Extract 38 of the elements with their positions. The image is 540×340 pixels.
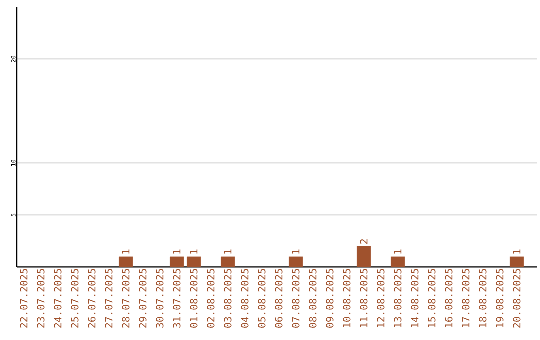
data-label: 1 (173, 250, 181, 254)
x-tick-label: 11.08.2025 (360, 269, 368, 328)
x-tick-label: 26.07.2025 (88, 269, 96, 328)
x-tick-label: 14.08.2025 (411, 269, 419, 328)
data-label: 1 (292, 250, 300, 254)
x-tick-label: 03.08.2025 (224, 269, 232, 328)
x-tick-label: 20.08.2025 (513, 269, 521, 328)
x-tick-label: 15.08.2025 (428, 269, 436, 328)
x-tick-label: 30.07.2025 (156, 269, 164, 328)
x-tick-label: 06.08.2025 (275, 269, 283, 328)
x-tick-label: 12.08.2025 (377, 269, 385, 328)
x-tick-label: 08.08.2025 (309, 269, 317, 328)
data-label: 2 (360, 240, 368, 244)
data-label: 1 (224, 250, 232, 254)
x-tick-label: 31.07.2025 (173, 269, 181, 328)
x-tick-label: 05.08.2025 (258, 269, 266, 328)
data-label: 1 (122, 250, 130, 254)
x-tick-label: 27.07.2025 (105, 269, 113, 328)
x-tick-label: 09.08.2025 (326, 269, 334, 328)
x-tick-label: 16.08.2025 (445, 269, 453, 328)
x-tick-label: 28.07.2025 (122, 269, 130, 328)
x-tick-label: 02.08.2025 (207, 269, 215, 328)
x-tick-label: 13.08.2025 (394, 269, 402, 328)
x-tick-label: 10.08.2025 (343, 269, 351, 328)
x-tick-label: 07.08.2025 (292, 269, 300, 328)
x-tick-label: 19.08.2025 (496, 269, 504, 328)
x-tick-label: 18.08.2025 (479, 269, 487, 328)
x-tick-label: 25.07.2025 (71, 269, 79, 328)
x-tick-label: 29.07.2025 (139, 269, 147, 328)
data-label: 1 (394, 250, 402, 254)
x-tick-label: 24.07.2025 (54, 269, 62, 328)
x-tick-label: 17.08.2025 (462, 269, 470, 328)
x-tick-label: 22.07.2025 (20, 269, 28, 328)
x-tick-label: 01.08.2025 (190, 269, 198, 328)
data-label: 1 (513, 250, 521, 254)
x-tick-label: 04.08.2025 (241, 269, 249, 328)
data-label: 1 (190, 250, 198, 254)
x-tick-label: 23.07.2025 (37, 269, 45, 328)
